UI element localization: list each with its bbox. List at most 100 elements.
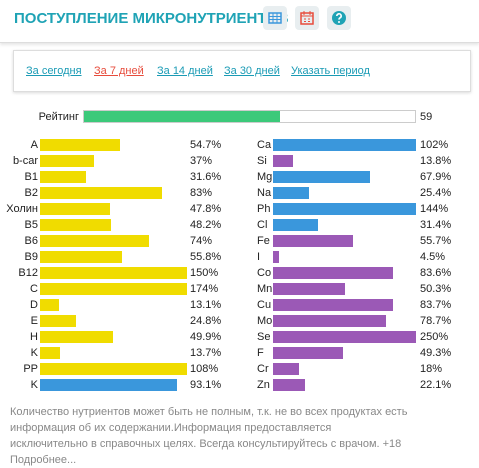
nutrient-name: B2 [24,187,38,199]
nutrient-name: Si [257,155,267,167]
bar-track [273,283,416,295]
nutrient-percent: 25.4% [420,187,452,199]
nutrient-bar [273,347,344,359]
nutrient-name: K [30,347,38,359]
bar-track [273,331,416,343]
nutrient-percent: 31.4% [420,219,452,231]
nutrient-percent: 37% [190,155,213,167]
nutrient-bar [40,155,95,167]
nutrient-bar [273,139,416,151]
nutrient-bar [273,235,353,247]
nutrient-percent: 55.7% [420,235,452,247]
nutrient-percent: 13.7% [190,347,222,359]
nutrient-percent: 48.2% [190,219,222,231]
nutrient-name: K [30,379,38,391]
nutrient-bar [40,171,87,183]
nutrient-bar [273,219,318,231]
nutrient-name: A [30,139,38,151]
period-tab[interactable]: За 7 дней [94,65,144,77]
period-tabs [13,50,471,92]
rating-value: 59 [420,111,433,123]
period-tab[interactable]: За 14 дней [157,65,213,77]
bar-track [40,315,187,327]
nutrient-percent: 50.3% [420,283,452,295]
nutrient-name: Mo [257,315,273,327]
nutrient-bar [40,299,60,311]
nutrient-bar [40,235,149,247]
period-tab[interactable]: За 30 дней [224,65,280,77]
bar-track [40,235,187,247]
title: ПОСТУПЛЕНИЕ МИКРОНУТРИЕНТОВ [14,10,289,27]
nutrient-bar [40,331,114,343]
nutrient-percent: 93.1% [190,379,222,391]
help-button[interactable] [327,6,351,30]
nutrient-bar [40,219,111,231]
nutrient-name: Ca [257,139,272,151]
nutrient-name: Mn [257,283,273,295]
bar-track [273,155,416,167]
nutrient-bar [40,347,61,359]
nutrient-bar [273,315,386,327]
bar-track [40,187,187,199]
bar-track [40,219,187,231]
nutrient-bar [40,187,162,199]
nutrient-bar [273,187,310,199]
nutrient-bar [273,331,416,343]
nutrient-name: B1 [24,171,38,183]
bar-track [273,315,416,327]
nutrient-name: I [257,251,261,263]
nutrient-percent: 74% [190,235,213,247]
nutrient-bar [273,251,280,263]
nutrient-name: Cl [257,219,268,231]
nutrient-name: B6 [24,235,38,247]
bar-track [273,347,416,359]
nutrient-bar [273,267,393,279]
bar-track [273,235,416,247]
nutrient-percent: 13.8% [420,155,452,167]
nutrient-percent: 55.8% [190,251,222,263]
nutrient-percent: 102% [420,139,449,151]
nutrient-percent: 4.5% [420,251,446,263]
nutrient-name: Na [257,187,272,199]
nutrient-percent: 49.3% [420,347,452,359]
rating-bar [84,111,281,122]
bar-track [273,363,416,375]
nutrient-bar [40,267,187,279]
rating-label: Рейтинг [38,111,79,123]
nutrient-percent: 83.6% [420,267,452,279]
nutrient-name: D [30,299,38,311]
nutrient-bar [40,251,123,263]
nutrient-bar [273,363,299,375]
nutrient-name: Холин [6,203,38,215]
table-button[interactable] [263,6,287,30]
nutrient-percent: 144% [420,203,449,215]
nutrient-bar [273,283,345,295]
nutrient-bar [40,315,77,327]
bar-track [40,283,187,295]
bar-track [40,251,187,263]
nutrient-percent: 24.8% [190,315,222,327]
calendar-button[interactable] [295,6,319,30]
period-tab[interactable]: Указать период [291,65,370,77]
nutrient-bar [40,139,121,151]
nutrient-bar [273,171,371,183]
nutrient-name: Se [257,331,271,343]
nutrient-name: F [257,347,264,359]
bar-track [40,203,187,215]
nutrient-name: E [30,315,38,327]
nutrient-name: B12 [18,267,38,279]
nutrient-name: B9 [24,251,38,263]
rating-track [83,110,416,123]
nutrient-name: PP [23,363,38,375]
bar-track [40,171,187,183]
nutrient-percent: 18% [420,363,443,375]
calendar-icon [300,11,314,25]
nutrient-percent: 47.8% [190,203,222,215]
period-tab[interactable]: За сегодня [26,65,82,77]
table-icon [268,12,282,24]
nutrient-percent: 150% [190,267,219,279]
bar-track [273,171,416,183]
bar-track [273,219,416,231]
nutrient-name: Zn [257,379,270,391]
